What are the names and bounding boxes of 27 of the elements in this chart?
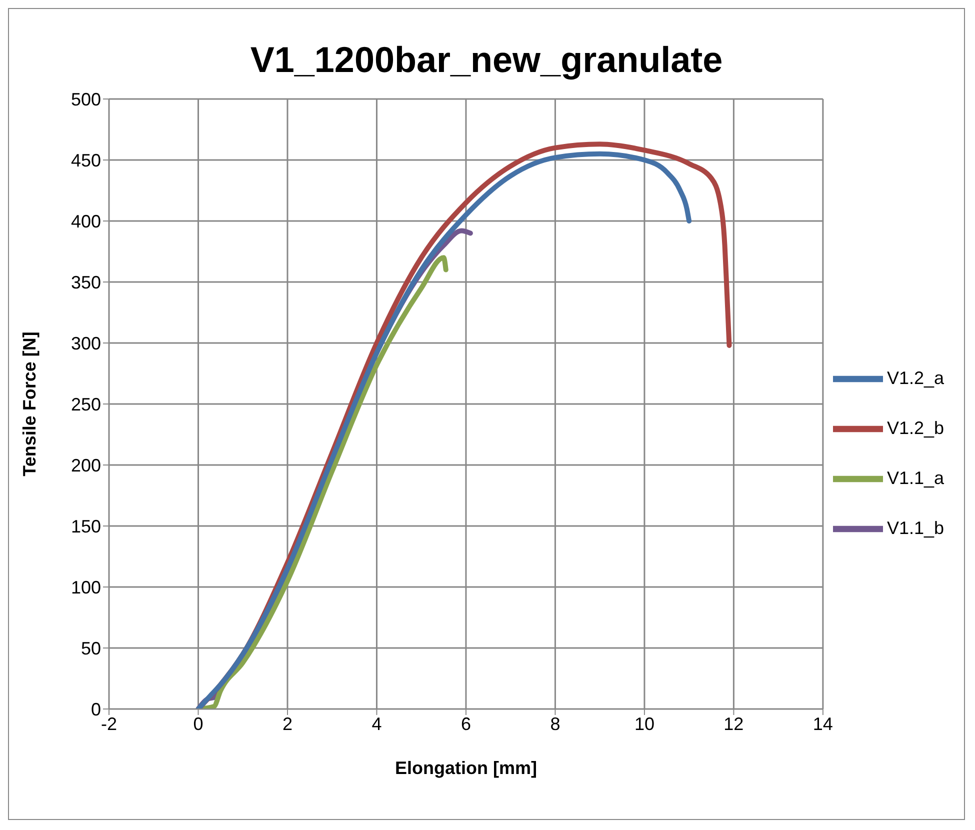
x-tick-label: 4 [372, 714, 382, 734]
x-tick-label: 0 [193, 714, 204, 734]
x-tick-label: 2 [282, 714, 292, 734]
x-tick-label: 12 [724, 714, 744, 734]
x-tick-label: -2 [100, 714, 118, 734]
x-tick-label: 10 [634, 714, 654, 734]
legend-label: V1.2_b [886, 418, 944, 438]
x-tick-label: 8 [550, 714, 560, 734]
y-tick-label: 200 [70, 455, 101, 476]
legend-label: V1.1_b [886, 518, 944, 538]
chart-title: V1_1200bar_new_granulate [249, 39, 724, 82]
y-tick-label: 100 [70, 577, 101, 598]
y-tick-label: 50 [80, 638, 101, 658]
y-tick-label: 350 [70, 272, 101, 292]
y-tick-label: 300 [70, 333, 101, 354]
y-tick-label: 150 [70, 516, 101, 536]
y-axis-title: Tensile Force [N] [19, 332, 40, 476]
y-tick-label: 400 [70, 211, 101, 232]
legend-label: V1.1_a [886, 468, 944, 488]
y-tick-label: 500 [70, 89, 101, 110]
legend-label: V1.2_a [886, 368, 944, 388]
x-tick-label: 6 [460, 714, 471, 734]
y-tick-label: 0 [90, 699, 101, 720]
y-tick-label: 450 [70, 150, 101, 170]
y-tick-label: 250 [70, 394, 101, 414]
x-axis-title: Elongation [mm] [394, 758, 537, 778]
x-tick-label: 14 [812, 714, 833, 734]
